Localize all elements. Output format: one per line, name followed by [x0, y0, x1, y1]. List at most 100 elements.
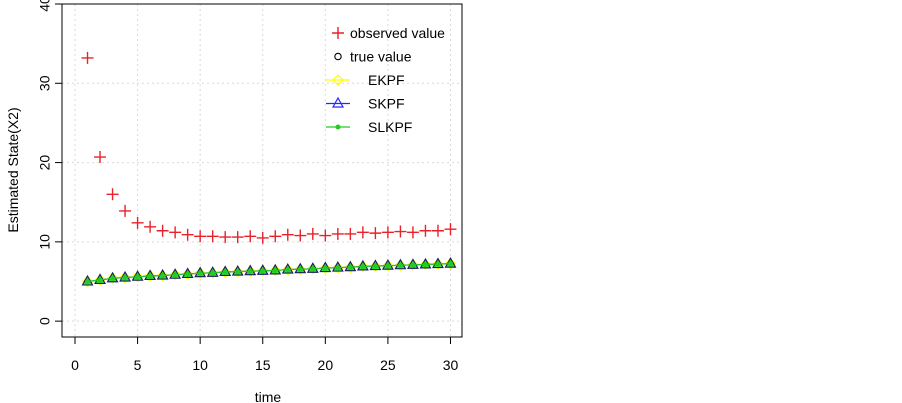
y-tick-label: 10 [37, 234, 53, 250]
legend-label: true value [350, 49, 412, 65]
data-point [244, 230, 257, 243]
data-point [272, 267, 278, 273]
data-point [122, 275, 128, 281]
data-point [231, 231, 244, 244]
data-point [156, 224, 169, 237]
series-observed-value [81, 51, 457, 244]
y-tick-label: 30 [37, 75, 53, 91]
data-point [281, 263, 294, 276]
x-tick-label: 25 [380, 357, 396, 373]
data-point [81, 275, 94, 288]
series-slkpf [85, 261, 453, 284]
series-ekpf [81, 257, 457, 288]
data-point [435, 261, 441, 267]
data-point [256, 264, 269, 277]
x-tick-label: 10 [192, 357, 208, 373]
series-layer [81, 51, 457, 288]
y-tick-label: 0 [37, 317, 53, 325]
data-point [206, 230, 219, 243]
data-point [331, 261, 344, 274]
data-point [447, 261, 453, 267]
axis-ticks: 0 5 10 15 20 25 30 0 10 20 30 40 [37, 0, 459, 373]
data-point [219, 266, 232, 278]
data-point [319, 262, 332, 274]
x-tick-label: 15 [255, 357, 271, 373]
data-point [310, 266, 316, 272]
data-point [444, 257, 457, 270]
data-point [147, 273, 153, 279]
data-point [444, 223, 457, 236]
x-tick-label: 30 [443, 357, 459, 373]
legend-symbol [331, 96, 345, 108]
data-point [385, 263, 391, 269]
legend-entry: EKPF [326, 72, 405, 88]
data-point [356, 226, 369, 239]
data-point [297, 266, 303, 272]
data-point [119, 271, 131, 284]
data-point [394, 225, 407, 238]
data-point [144, 270, 156, 282]
legend-symbol [332, 27, 344, 39]
legend-entry: SKPF [326, 96, 405, 112]
data-point [169, 226, 182, 239]
data-point [85, 279, 91, 284]
data-point [344, 261, 357, 274]
x-axis-label: time [255, 389, 282, 403]
data-point [185, 271, 191, 277]
series-skpf [81, 257, 457, 286]
data-point [194, 230, 207, 243]
data-point [306, 262, 319, 275]
data-point [285, 267, 291, 273]
data-point [407, 259, 419, 271]
y-tick-label: 40 [37, 0, 53, 12]
data-point [94, 151, 107, 164]
data-point [194, 267, 207, 280]
legend-symbol [334, 52, 342, 61]
data-point [219, 231, 232, 244]
data-point [160, 273, 166, 279]
legend-label: SLKPF [368, 119, 412, 135]
legend-label: EKPF [368, 72, 405, 88]
data-point [172, 272, 178, 278]
legend-symbol [332, 74, 344, 86]
data-point [131, 270, 144, 283]
data-point [131, 216, 144, 229]
data-point [422, 261, 428, 267]
data-point [322, 265, 328, 271]
data-point [357, 260, 369, 273]
data-point [431, 224, 444, 237]
data-point [135, 274, 141, 280]
data-point [260, 268, 266, 274]
data-point [394, 259, 407, 272]
data-point [360, 263, 366, 269]
data-point [222, 269, 228, 275]
data-point [397, 262, 403, 268]
data-point [419, 224, 432, 237]
plot-frame [61, 3, 463, 338]
data-point [144, 220, 157, 233]
data-point [382, 259, 394, 272]
data-point [294, 229, 307, 242]
data-point [169, 268, 181, 281]
data-point [331, 227, 344, 240]
legend-label: observed value [350, 25, 445, 41]
data-point [119, 204, 132, 217]
data-point [206, 266, 219, 279]
data-point [181, 228, 194, 241]
data-point [247, 268, 253, 274]
data-point [106, 272, 119, 285]
data-point [319, 229, 332, 242]
y-tick-label: 20 [37, 155, 53, 171]
data-point [344, 227, 357, 240]
data-point [369, 227, 382, 240]
data-point [406, 226, 419, 239]
data-point [369, 260, 382, 272]
data-point [181, 268, 194, 280]
data-point [269, 230, 282, 243]
legend-symbol [335, 124, 341, 130]
data-point [347, 264, 353, 270]
data-point [197, 270, 203, 276]
x-tick-label: 20 [318, 357, 334, 373]
data-point [381, 226, 394, 239]
